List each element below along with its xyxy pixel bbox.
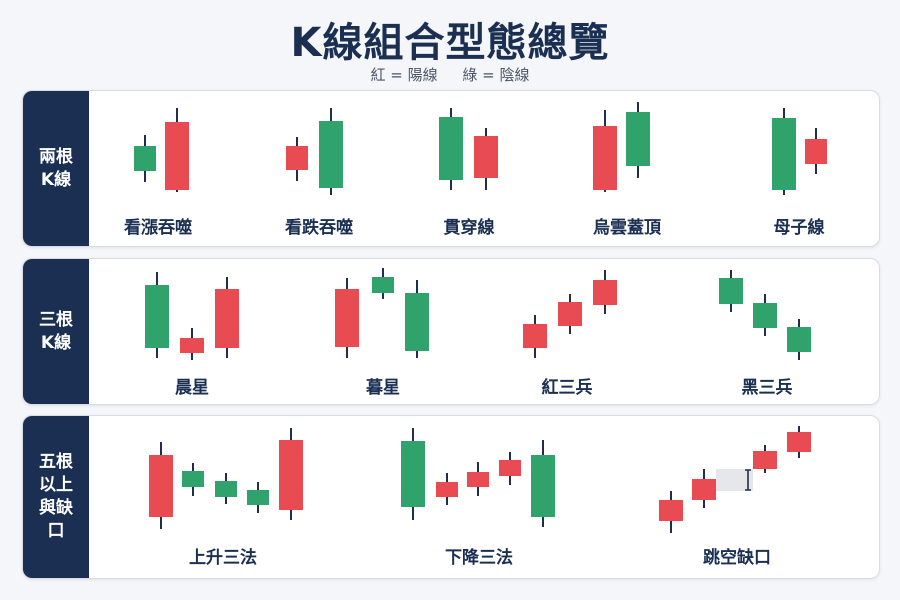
candle-body [215, 481, 237, 497]
candle-body [182, 471, 204, 487]
candle-bearish [401, 428, 425, 520]
candle-body [626, 112, 650, 166]
candle-bearish [247, 482, 269, 513]
pattern-label: 母子線 [773, 218, 825, 238]
candle-bearish [626, 102, 650, 178]
pattern-label: 看漲吞噬 [124, 218, 192, 238]
candle-bullish [467, 462, 489, 496]
candle-bullish [692, 469, 716, 508]
candle-bullish [593, 110, 617, 192]
row-label: 兩根 K線 [23, 91, 89, 246]
candle-bullish [335, 278, 359, 358]
candle-body [805, 139, 827, 164]
page-title: K線組合型態總覽 [290, 20, 610, 66]
candle-body [523, 324, 547, 348]
candle-bearish [182, 463, 204, 496]
candle-body [659, 500, 683, 521]
candle-bullish [558, 294, 582, 334]
candle-bearish [719, 270, 743, 312]
pattern-label: 貫穿線 [443, 218, 495, 238]
pattern-label: 暮星 [366, 378, 400, 398]
candle-body [286, 146, 308, 170]
pattern-label: 看跌吞噬 [285, 218, 353, 238]
candle-bearish [372, 268, 394, 299]
gap-bracket [745, 469, 751, 491]
candle-bearish [787, 319, 811, 360]
candle-body [165, 122, 189, 190]
candle-bearish [753, 294, 777, 336]
candle-body [149, 455, 173, 517]
candle-bullish [593, 270, 617, 314]
candle-bullish [215, 277, 239, 358]
candle-bearish [772, 108, 796, 195]
candle-bearish [215, 473, 237, 504]
pattern-label: 跳空缺口 [703, 548, 771, 568]
row-label: 五根 以上 與缺口 [23, 416, 89, 578]
candle-body [439, 117, 463, 180]
candle-bearish [134, 135, 156, 182]
candle-bullish [753, 445, 777, 473]
candle-bearish [405, 280, 429, 358]
candle-body [401, 441, 425, 507]
candle-bullish [659, 491, 683, 533]
color-legend: 紅 = 陽線 綠 = 陰線 [0, 64, 900, 85]
legend-red: 紅 = 陽線 [370, 66, 438, 84]
candle-bullish [149, 442, 173, 529]
candle-body [180, 338, 204, 353]
candle-body [405, 293, 429, 351]
candle-body [335, 289, 359, 347]
candle-body [134, 146, 156, 171]
gap-highlight [716, 469, 753, 491]
candle-body [436, 482, 458, 497]
candle-body [467, 472, 489, 487]
candle-body [593, 126, 617, 190]
candle-body [531, 455, 555, 517]
candle-bullish [805, 128, 827, 174]
pattern-label: 上升三法 [189, 548, 257, 568]
candle-bullish [474, 128, 498, 190]
candle-body [772, 118, 796, 190]
candle-bullish [180, 328, 204, 360]
candle-bullish [523, 315, 547, 358]
candle-body [787, 432, 811, 452]
legend-green: 綠 = 陰線 [462, 66, 530, 84]
candle-bullish [165, 108, 189, 192]
candle-body [753, 451, 777, 469]
candle-bullish [279, 428, 303, 520]
candle-bullish [286, 137, 308, 181]
candle-body [474, 136, 498, 178]
candle-body [499, 460, 521, 476]
candle-body [319, 121, 343, 188]
pattern-label: 晨星 [175, 378, 209, 398]
candle-bearish [319, 108, 343, 195]
candle-bearish [145, 272, 169, 358]
candle-bullish [787, 426, 811, 458]
candle-bullish [436, 473, 458, 505]
candle-body [247, 490, 269, 505]
candle-body [558, 302, 582, 326]
candle-body [145, 285, 169, 348]
candle-body [787, 327, 811, 352]
pattern-label: 烏雲蓋頂 [593, 218, 661, 238]
candle-bearish [439, 108, 463, 190]
pattern-label: 黑三兵 [741, 378, 793, 398]
candle-body [692, 479, 716, 500]
candle-body [372, 277, 394, 293]
candle-bullish [499, 452, 521, 485]
pattern-label: 下降三法 [445, 548, 513, 568]
candle-body [719, 278, 743, 304]
candle-body [215, 289, 239, 348]
candle-body [279, 440, 303, 510]
candle-body [593, 280, 617, 305]
pattern-label: 紅三兵 [541, 378, 593, 398]
candle-body [753, 303, 777, 328]
row-label: 三根 K線 [23, 259, 89, 404]
candle-bearish [531, 440, 555, 527]
